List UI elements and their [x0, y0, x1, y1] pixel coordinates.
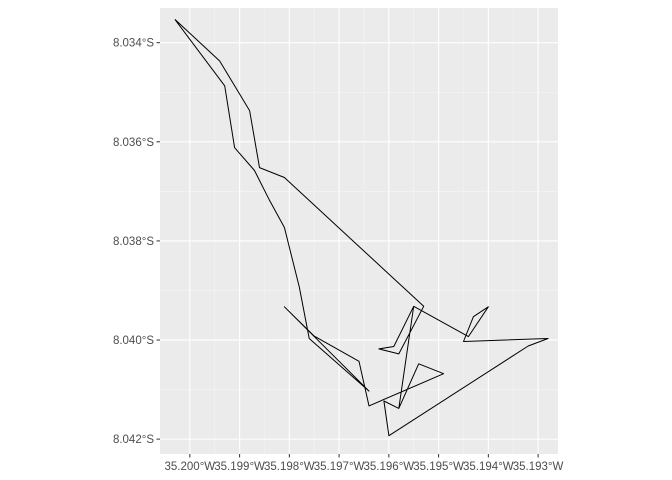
y-tick-label: 8.034°S [113, 38, 154, 50]
x-axis: 35.200°W 35.199°W 35.198°W 35.197°W 35.196°W… [165, 454, 564, 473]
track-series-2 [383, 305, 549, 437]
y-tick-label: 8.042°S [113, 434, 154, 446]
y-tick-label: 8.038°S [113, 236, 154, 248]
panel-background [160, 8, 558, 454]
grid-minor [160, 8, 558, 454]
x-tick-label: 35.194°W [463, 461, 514, 473]
x-tick-label: 35.193°W [513, 461, 564, 473]
y-tick-label: 8.036°S [113, 137, 154, 149]
x-tick-label: 35.195°W [413, 461, 464, 473]
track-lines [174, 19, 549, 437]
x-tick-label: 35.197°W [314, 461, 365, 473]
x-tick-label: 35.200°W [165, 461, 216, 473]
x-tick-label: 35.198°W [264, 461, 315, 473]
y-axis: 8.034°S 8.036°S 8.038°S 8.040°S 8.042°S [113, 38, 160, 446]
track-series-1 [174, 19, 445, 409]
x-tick-label: 35.199°W [214, 461, 265, 473]
y-tick-label: 8.040°S [113, 335, 154, 347]
x-tick-label: 35.196°W [364, 461, 415, 473]
